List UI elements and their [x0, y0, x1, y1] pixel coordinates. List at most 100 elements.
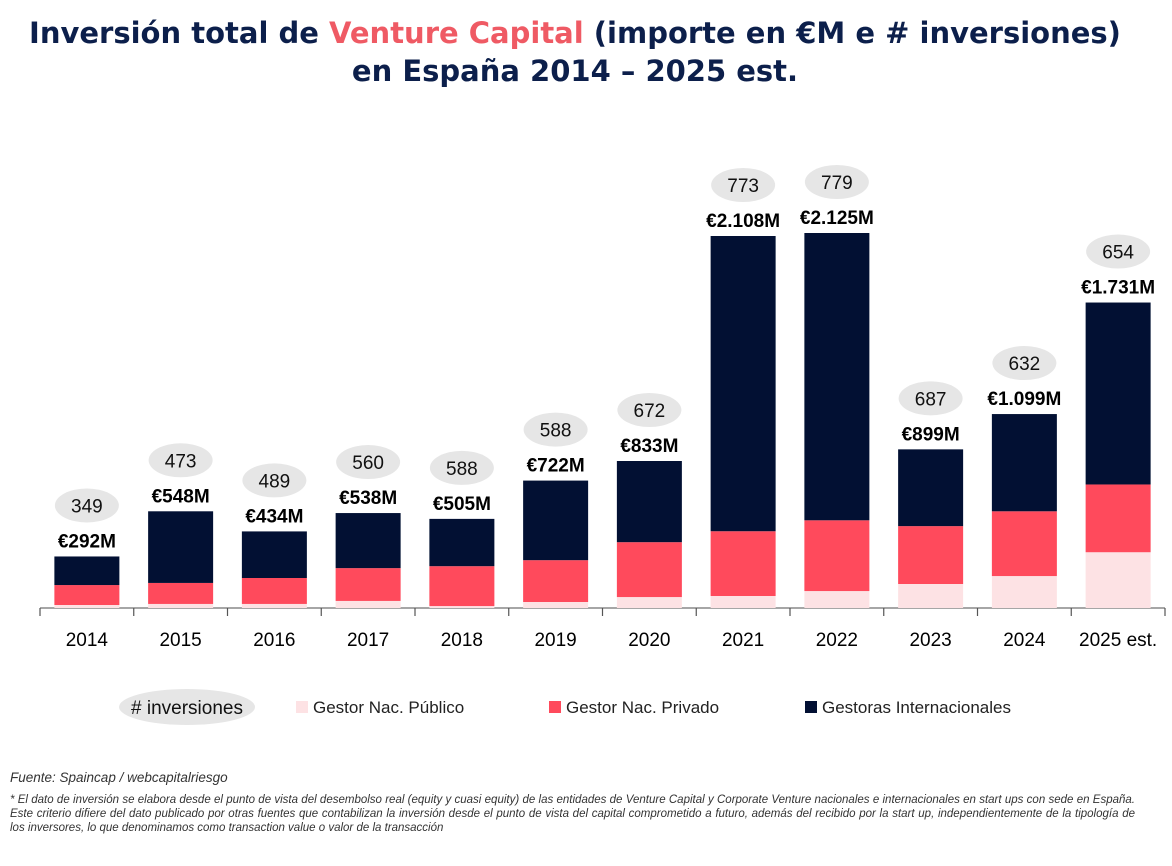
inversiones-bubble	[992, 346, 1057, 381]
bar-segment	[898, 526, 964, 584]
inversiones-label: 560	[352, 453, 384, 474]
x-tick-label: 2025 est.	[1079, 630, 1157, 651]
inversiones-bubble	[242, 463, 307, 498]
total-label: €2.125M	[800, 208, 874, 229]
legend-label: Gestor Nac. Público	[313, 698, 464, 717]
inversiones-bubble	[54, 488, 119, 523]
bar-segment	[710, 596, 776, 608]
inversiones-label: 489	[259, 471, 291, 492]
inversiones-label: 588	[540, 421, 572, 442]
bar-segment	[804, 233, 870, 521]
bar-segment	[1085, 552, 1151, 608]
bar-segment	[54, 585, 120, 605]
x-tick-label: 2024	[1003, 630, 1046, 651]
bar-segment	[523, 560, 589, 602]
inversiones-label: 773	[727, 176, 759, 197]
bar-segment	[241, 603, 307, 608]
x-tick-label: 2017	[347, 630, 389, 651]
source-note: Fuente: Spaincap / webcapitalriesgo	[10, 770, 228, 785]
x-tick-label: 2018	[441, 630, 483, 651]
inversiones-bubble	[1086, 234, 1151, 269]
bar-segment	[991, 414, 1057, 512]
inversiones-bubble	[804, 165, 869, 199]
x-tick-label: 2022	[816, 630, 858, 651]
inversiones-label: 654	[1102, 243, 1134, 264]
bar-segment	[991, 576, 1057, 608]
bar-segment	[1085, 302, 1151, 485]
bar-segment	[616, 461, 682, 543]
inversiones-bubble	[898, 381, 963, 416]
bar-segment	[148, 603, 214, 608]
total-label: €505M	[433, 494, 491, 515]
inversiones-bubble	[148, 443, 213, 478]
inversiones-bubble	[523, 412, 588, 447]
inversiones-label: 632	[1009, 354, 1041, 375]
bar-segment	[429, 566, 495, 607]
x-tick-label: 2014	[66, 630, 109, 651]
legend-bubble	[119, 689, 255, 725]
bar-segment	[241, 531, 307, 578]
bar-segment	[898, 584, 964, 608]
bar-segment	[898, 449, 964, 527]
total-label: €1.099M	[987, 389, 1061, 410]
inversiones-label: 779	[821, 173, 853, 194]
total-label: €434M	[245, 506, 303, 527]
bar-segment	[991, 511, 1057, 577]
bar-segment	[429, 606, 495, 608]
bar-segment	[335, 513, 401, 569]
inversiones-label: 349	[71, 496, 103, 517]
bar-segment	[148, 511, 214, 583]
inversiones-label: 687	[915, 389, 947, 410]
total-label: €722M	[527, 456, 585, 477]
inversiones-bubble	[429, 450, 494, 485]
x-tick-label: 2016	[253, 630, 295, 651]
bar-segment	[148, 582, 214, 604]
bar-segment	[804, 591, 870, 608]
bar-segment	[616, 542, 682, 598]
title-highlight: Venture Capital	[329, 16, 584, 50]
chart-title: Inversión total de Venture Capital (impo…	[0, 14, 1150, 90]
x-tick-label: 2023	[909, 630, 951, 651]
stacked-bar-chart: €292M 349 2014 €548M 473 2015 €434M 489 2016 €538…	[39, 165, 1166, 725]
legend-swatch	[296, 701, 308, 713]
total-label: €2.108M	[706, 211, 780, 232]
total-label: €899M	[902, 424, 960, 445]
bar-segment	[54, 556, 120, 586]
bar-segment	[523, 480, 589, 561]
inversiones-bubble	[617, 393, 682, 427]
legend-swatch	[805, 701, 817, 713]
legend-inversiones: # inversiones	[131, 698, 243, 719]
bar-segment	[523, 602, 589, 608]
inversiones-bubble	[711, 168, 776, 202]
legend-label: Gestor Nac. Privado	[566, 698, 719, 717]
x-tick-label: 2015	[159, 630, 201, 651]
total-label: €538M	[339, 488, 397, 509]
x-tick-label: 2020	[628, 630, 670, 651]
legend-swatch	[549, 701, 561, 713]
legend-label: Gestoras Internacionales	[822, 698, 1011, 717]
bar-segment	[710, 236, 776, 532]
x-tick-label: 2021	[722, 630, 764, 651]
bar-segment	[241, 578, 307, 604]
bar-segment	[335, 600, 401, 608]
bar-segment	[429, 518, 495, 567]
bar-segment	[616, 597, 682, 608]
bar-segment	[804, 520, 870, 592]
bar-segment	[54, 605, 120, 608]
inversiones-bubble	[336, 445, 401, 480]
total-label: €1.731M	[1081, 278, 1155, 299]
inversiones-label: 473	[165, 451, 197, 472]
total-label: €548M	[152, 486, 210, 507]
title-part1: Inversión total de	[29, 16, 330, 50]
bar-segment	[1085, 484, 1151, 553]
title-part2: (importe en €M e # inversiones)	[583, 16, 1121, 50]
total-label: €292M	[58, 531, 116, 552]
methodology-note: * El dato de inversión se elabora desde …	[10, 794, 1135, 834]
bar-segment	[335, 568, 401, 601]
inversiones-label: 672	[634, 401, 666, 422]
inversiones-label: 588	[446, 459, 478, 480]
bar-segment	[710, 531, 776, 596]
total-label: €833M	[620, 436, 678, 457]
title-line2: en España 2014 – 2025 est.	[351, 54, 799, 88]
x-tick-label: 2019	[534, 630, 576, 651]
